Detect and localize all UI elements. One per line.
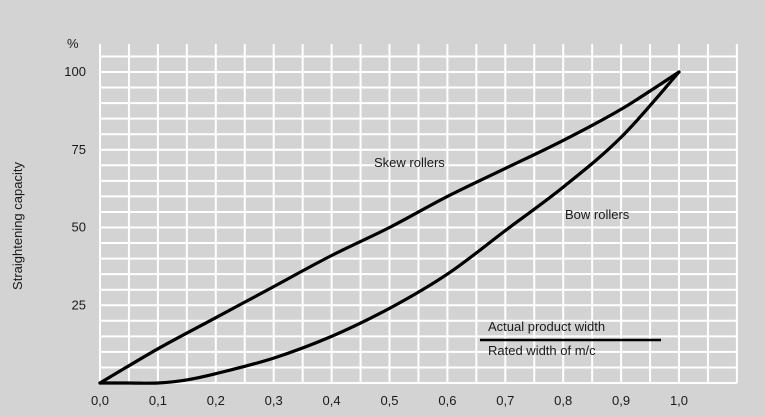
- x-tick-label: 0,1: [149, 393, 167, 408]
- x-tick-label: 0,4: [323, 393, 341, 408]
- ratio-denominator: Rated width of m/c: [488, 343, 596, 358]
- x-tick-label: 0,0: [91, 393, 109, 408]
- y-axis-label: Straightening capacity: [10, 162, 25, 290]
- series-group: [98, 70, 681, 385]
- x-tick-label: 0,3: [265, 393, 283, 408]
- x-tick-label: 0,7: [496, 393, 514, 408]
- y-unit-label: %: [67, 36, 79, 51]
- series-label-skew-rollers: Skew rollers: [374, 155, 445, 170]
- series-line-bow-rollers: [98, 70, 681, 385]
- x-tick-label: 1,0: [670, 393, 688, 408]
- x-tick-label: 0,6: [438, 393, 456, 408]
- y-tick-label: 50: [72, 220, 86, 235]
- series-line-skew-rollers: [98, 70, 681, 385]
- x-tick-label: 0,8: [554, 393, 572, 408]
- x-tick-label: 0,9: [612, 393, 630, 408]
- y-tick-label: 25: [72, 297, 86, 312]
- x-tick-label: 0,2: [207, 393, 225, 408]
- y-tick-label: 75: [72, 142, 86, 157]
- x-tick-labels: 0,0 0,1 0,2 0,3 0,4 0,5 0,6 0,7 0,8 0,9 1,0: [91, 393, 688, 408]
- series-label-bow-rollers: Bow rollers: [565, 207, 630, 222]
- x-tick-label: 0,5: [380, 393, 398, 408]
- y-tick-labels: 25 50 75 100: [64, 64, 86, 312]
- y-tick-label: 100: [64, 64, 86, 79]
- ratio-numerator: Actual product width: [488, 319, 605, 334]
